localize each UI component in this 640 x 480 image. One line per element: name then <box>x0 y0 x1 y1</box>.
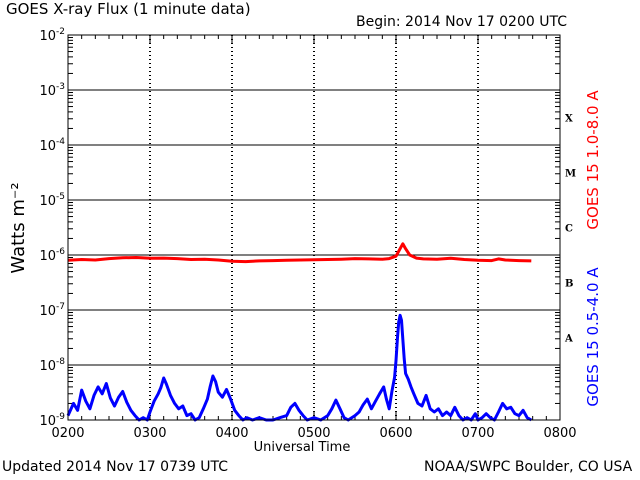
y-tick-label: 10-6 <box>39 247 65 264</box>
x-tick-label: 0600 <box>379 426 412 441</box>
flare-class-M: M <box>565 169 576 180</box>
y-tick-label: 10-7 <box>39 302 65 319</box>
series-line-2 <box>66 313 533 422</box>
chart-title: GOES X-ray Flux (1 minute data) <box>6 0 251 18</box>
flare-class-B: B <box>565 279 573 290</box>
plot-frame <box>67 34 561 421</box>
flare-class-A: A <box>564 334 573 345</box>
y-tick-label: 10-3 <box>39 82 65 99</box>
series-legend: GOES 15 1.0-8.0 A GOES 15 0.5-4.0 A <box>584 90 602 407</box>
y-tick-label: 10-9 <box>39 412 65 429</box>
legend-label-2: GOES 15 0.5-4.0 A <box>584 267 602 407</box>
y-tick-labels: 10-9 10-8 10-7 10-6 10-5 10-4 10-3 10-2 <box>39 27 65 429</box>
updated-time: Updated 2014 Nov 17 0739 UTC <box>2 459 228 475</box>
x-tick-label: 0400 <box>215 426 248 441</box>
series-line-1 <box>67 242 532 264</box>
y-tick-label: 10-5 <box>39 192 65 209</box>
legend-label-1: GOES 15 1.0-8.0 A <box>584 90 602 230</box>
y-tick-marks <box>68 37 560 421</box>
x-tick-label: 0500 <box>297 426 330 441</box>
y-tick-label: 10-2 <box>39 27 65 44</box>
x-tick-label: 0800 <box>543 426 576 441</box>
grid-lines <box>68 34 560 421</box>
x-tick-label: 0700 <box>461 426 494 441</box>
credit-text: NOAA/SWPC Boulder, CO USA <box>424 459 633 475</box>
flare-class-labels: A B C M X <box>564 114 576 345</box>
flare-class-C: C <box>565 224 573 235</box>
y-tick-label: 10-8 <box>39 357 65 374</box>
x-tick-label: 0200 <box>51 426 84 441</box>
begin-time: Begin: 2014 Nov 17 0200 UTC <box>356 14 567 30</box>
y-tick-label: 10-4 <box>39 137 65 154</box>
x-tick-labels: 0200 0300 0400 0500 0600 0700 0800 <box>51 426 576 441</box>
x-axis-label: Universal Time <box>253 440 351 455</box>
flare-class-X: X <box>565 114 573 125</box>
x-tick-label: 0300 <box>133 426 166 441</box>
y-axis-label: Watts m⁻² <box>8 182 29 273</box>
series-lines <box>66 242 533 422</box>
